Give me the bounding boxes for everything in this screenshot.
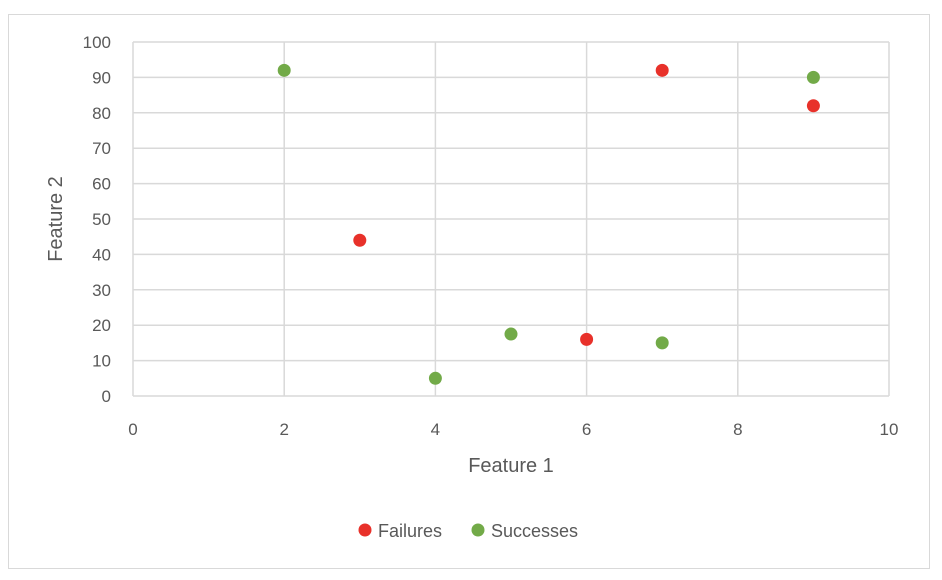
y-axis-title: Feature 2 xyxy=(45,176,67,262)
point-successes xyxy=(806,70,820,84)
chart-frame xyxy=(8,14,930,569)
x-tick-label: 8 xyxy=(733,420,742,439)
data-points xyxy=(277,63,820,385)
x-axis-title: Feature 1 xyxy=(468,455,554,477)
point-failures xyxy=(580,332,594,346)
legend-label-failures: Failures xyxy=(378,521,442,541)
gridlines xyxy=(132,41,890,397)
x-tick-label: 0 xyxy=(128,420,137,439)
y-tick-label: 90 xyxy=(92,68,111,87)
y-tick-label: 60 xyxy=(92,175,111,194)
y-tick-label: 80 xyxy=(92,104,111,123)
y-tick-label: 70 xyxy=(92,139,111,158)
point-failures xyxy=(806,99,820,113)
point-failures xyxy=(655,63,669,77)
y-tick-label: 40 xyxy=(92,245,111,264)
legend-marker-successes xyxy=(471,523,485,537)
point-failures xyxy=(353,233,367,247)
y-tick-label: 30 xyxy=(92,281,111,300)
y-tick-label: 100 xyxy=(83,33,111,52)
legend-marker-failures xyxy=(358,523,372,537)
point-successes xyxy=(655,336,669,350)
y-tick-label: 20 xyxy=(92,316,111,335)
point-successes xyxy=(504,327,518,341)
x-tick-label: 2 xyxy=(279,420,288,439)
x-tick-label: 10 xyxy=(880,420,899,439)
y-tick-label: 0 xyxy=(102,387,111,406)
point-successes xyxy=(277,63,291,77)
point-successes xyxy=(428,371,442,385)
legend: Failures Successes xyxy=(358,521,578,541)
x-tick-label: 6 xyxy=(582,420,591,439)
x-tick-label: 4 xyxy=(431,420,440,439)
y-tick-label: 50 xyxy=(92,210,111,229)
legend-label-successes: Successes xyxy=(491,521,578,541)
tick-labels: 0 10 20 30 40 50 60 70 80 90 100 0 2 4 6 8 10 xyxy=(83,33,899,439)
y-tick-label: 10 xyxy=(92,352,111,371)
